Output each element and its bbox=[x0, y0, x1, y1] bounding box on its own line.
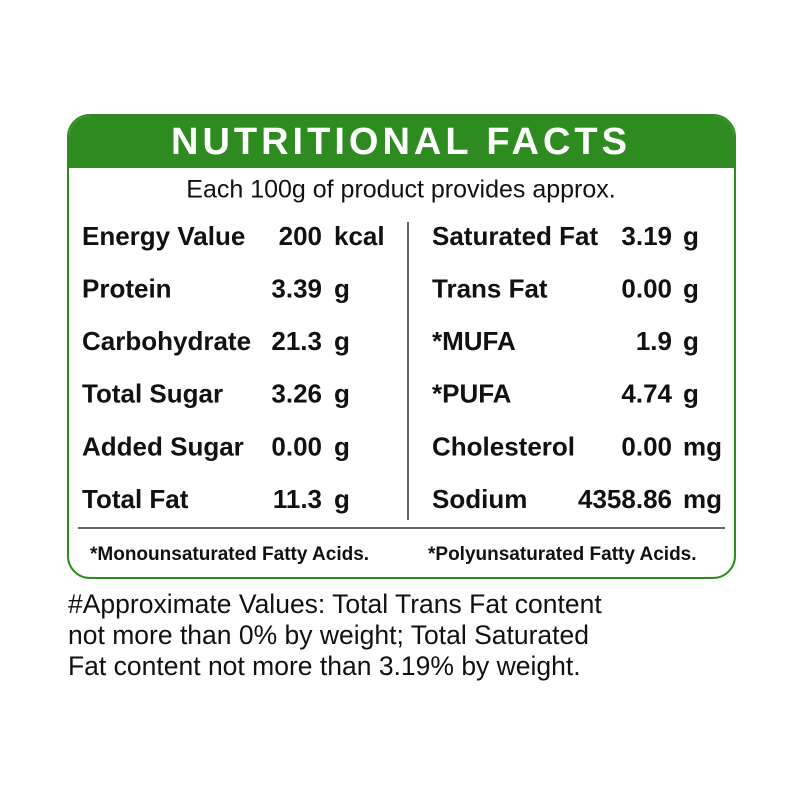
nutrient-name: Added Sugar bbox=[82, 431, 244, 461]
nutrient-value: 21.3 bbox=[271, 326, 322, 356]
nutrient-value: 11.3 bbox=[273, 484, 322, 514]
nutrient-unit: g bbox=[683, 379, 699, 409]
nutrient-unit: g bbox=[683, 221, 699, 251]
nutrient-name: Carbohydrate bbox=[82, 326, 251, 356]
nutrient-value: 4358.86 bbox=[578, 484, 672, 514]
nutrient-unit: g bbox=[334, 326, 350, 356]
nutrient-name: Protein bbox=[82, 273, 172, 303]
nutrient-name: Sodium bbox=[432, 484, 527, 514]
nutrient-value: 3.26 bbox=[271, 379, 322, 409]
nutrient-unit: mg bbox=[683, 431, 722, 461]
nutrient-name: Saturated Fat bbox=[432, 221, 598, 251]
label-box bbox=[67, 114, 736, 579]
nutrient-value: 0.00 bbox=[621, 273, 672, 303]
note-line: not more than 0% by weight; Total Satura… bbox=[68, 620, 589, 650]
nutrient-value: 200 bbox=[279, 221, 322, 251]
nutrient-name: *MUFA bbox=[432, 326, 516, 356]
nutrient-unit: g bbox=[334, 379, 350, 409]
nutrient-name: Energy Value bbox=[82, 221, 245, 251]
nutrient-name: Total Sugar bbox=[82, 379, 223, 409]
note-line: #Approximate Values: Total Trans Fat con… bbox=[68, 589, 602, 619]
header-band bbox=[69, 116, 734, 168]
title: NUTRITIONAL FACTS bbox=[171, 121, 631, 163]
footnote: *Polyunsaturated Fatty Acids. bbox=[428, 544, 697, 565]
nutrient-unit: g bbox=[334, 431, 350, 461]
nutrient-name: Total Fat bbox=[82, 484, 189, 514]
subtitle: Each 100g of product provides approx. bbox=[186, 176, 615, 204]
footnote: *Monounsaturated Fatty Acids. bbox=[90, 544, 369, 565]
nutrient-value: 0.00 bbox=[271, 431, 322, 461]
nutrient-value: 0.00 bbox=[621, 431, 672, 461]
nutrient-name: Cholesterol bbox=[432, 431, 575, 461]
nutrient-unit: g bbox=[334, 273, 350, 303]
nutrient-value: 4.74 bbox=[621, 379, 672, 409]
note-line: Fat content not more than 3.19% by weigh… bbox=[68, 651, 581, 681]
nutrient-unit: g bbox=[683, 326, 699, 356]
nutrient-name: *PUFA bbox=[432, 379, 512, 409]
nutrient-unit: mg bbox=[683, 484, 722, 514]
nutrient-unit: g bbox=[334, 484, 350, 514]
nutrient-name: Trans Fat bbox=[432, 273, 548, 303]
nutrient-value: 3.19 bbox=[621, 221, 672, 251]
nutrient-unit: kcal bbox=[334, 221, 385, 251]
nutrient-value: 3.39 bbox=[271, 273, 322, 303]
nutrient-value: 1.9 bbox=[636, 326, 672, 356]
nutrient-unit: g bbox=[683, 273, 699, 303]
